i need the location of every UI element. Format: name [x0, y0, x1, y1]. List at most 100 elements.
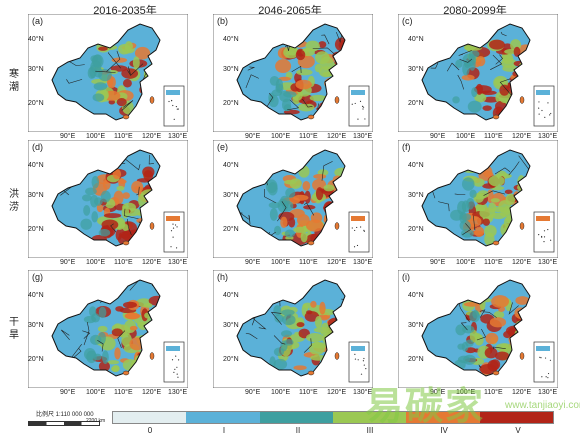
hazard-area	[485, 332, 499, 345]
map-panel: (g) 40°N 30°N 20°N 90°E 100°E 110°E 120°E 130°E	[28, 270, 188, 396]
hazard-area	[462, 62, 470, 76]
hazard-area	[92, 54, 102, 68]
row-label-char: 旱	[9, 330, 19, 341]
hazard-area	[275, 83, 284, 94]
panel-label: (g)	[32, 272, 43, 282]
hazard-area	[293, 194, 309, 201]
lat-tick: 20°N	[28, 226, 44, 233]
map-svg	[28, 140, 188, 258]
hazard-area	[489, 317, 507, 328]
hazard-area	[450, 209, 464, 221]
hazard-area	[83, 205, 91, 216]
lat-tick: 40°N	[223, 36, 239, 43]
hazard-area	[315, 187, 324, 201]
hazard-area	[293, 226, 308, 233]
hazard-area	[273, 225, 282, 236]
hazard-area	[111, 328, 123, 337]
hazard-area	[101, 350, 109, 364]
hazard-area	[484, 225, 497, 238]
hazard-area	[114, 323, 122, 328]
map-svg	[28, 14, 188, 132]
hazard-area	[115, 229, 122, 241]
hazard-area	[132, 56, 140, 70]
lat-tick: 30°N	[408, 192, 424, 199]
china-border	[51, 23, 161, 121]
china-border	[421, 279, 531, 377]
hazard-area	[112, 168, 122, 180]
hazard-area	[100, 190, 111, 203]
lat-tick: 40°N	[408, 36, 424, 43]
hazard-area	[90, 194, 99, 208]
hazard-area	[144, 303, 153, 308]
lat-tick: 40°N	[408, 162, 424, 169]
map-svg	[213, 14, 373, 132]
hazard-area	[98, 46, 108, 51]
hazard-area	[310, 300, 317, 308]
lon-tick: 110°E	[299, 259, 318, 266]
lon-tick: 120°E	[327, 259, 347, 266]
panel-label: (a)	[32, 16, 43, 26]
china-border	[421, 23, 531, 121]
legend-label-3: III	[366, 426, 374, 435]
map-panel: (i) 40°N 30°N 20°N 90°E 100°E 110°E 120°E 130°E	[398, 270, 558, 396]
hazard-area	[460, 229, 474, 238]
hazard-area	[471, 87, 478, 98]
lon-tick: 100°E	[271, 259, 291, 266]
hazard-area	[148, 295, 160, 306]
map-svg	[398, 140, 558, 258]
hazard-area	[116, 98, 127, 107]
hazard-area	[296, 322, 305, 328]
lon-tick: 120°E	[327, 389, 347, 396]
hazard-area	[281, 309, 295, 316]
hazard-area	[107, 360, 120, 365]
hazard-area	[334, 37, 345, 52]
lon-tick: 130°E	[538, 259, 558, 266]
hazard-area	[124, 41, 133, 52]
hazard-area	[492, 206, 506, 213]
hazard-area	[265, 179, 278, 194]
hazard-area	[285, 187, 296, 199]
hazard-area	[479, 207, 496, 219]
map-panel: (f) 40°N 30°N 20°N 90°E 100°E 110°E 120°E 130°E	[398, 140, 558, 266]
hazard-area	[143, 170, 154, 182]
lon-tick: 130°E	[353, 259, 373, 266]
lon-tick: 90°E	[60, 389, 76, 396]
lat-tick: 40°N	[28, 292, 44, 299]
hazard-area	[302, 180, 311, 191]
lon-tick: 110°E	[114, 389, 133, 396]
lon-tick: 130°E	[168, 259, 188, 266]
hazard-area	[121, 333, 132, 347]
hazard-area	[91, 175, 100, 189]
row-label-char: 涝	[9, 202, 19, 213]
china-border	[236, 279, 346, 377]
panel-label: (i)	[402, 272, 410, 282]
hazard-area	[83, 315, 97, 324]
china-border	[51, 279, 161, 377]
lon-tick: 100°E	[456, 259, 476, 266]
legend-label-2: II	[295, 426, 301, 435]
lon-tick: 90°E	[245, 389, 261, 396]
hazard-area	[457, 343, 465, 350]
panel-label: (f)	[402, 142, 411, 152]
hazard-area	[314, 315, 322, 329]
hazard-area	[465, 339, 474, 347]
panel-label: (d)	[32, 142, 43, 152]
hazard-area	[101, 219, 119, 230]
hazard-area	[275, 59, 292, 74]
lon-tick: 90°E	[430, 133, 446, 140]
hazard-area	[469, 189, 477, 198]
hazard-area	[93, 82, 108, 91]
scale-bar	[28, 421, 100, 426]
hazard-area	[295, 49, 306, 61]
lat-tick: 20°N	[408, 226, 424, 233]
lon-tick: 110°E	[299, 133, 318, 140]
hazard-area	[91, 211, 99, 223]
lon-tick: 120°E	[512, 133, 532, 140]
hazard-area	[488, 39, 505, 50]
hazard-area	[297, 103, 315, 112]
hazard-area	[125, 312, 139, 320]
lon-tick: 90°E	[245, 133, 261, 140]
lon-tick: 130°E	[168, 133, 188, 140]
hazard-area	[505, 193, 516, 205]
lat-tick: 30°N	[223, 322, 239, 329]
